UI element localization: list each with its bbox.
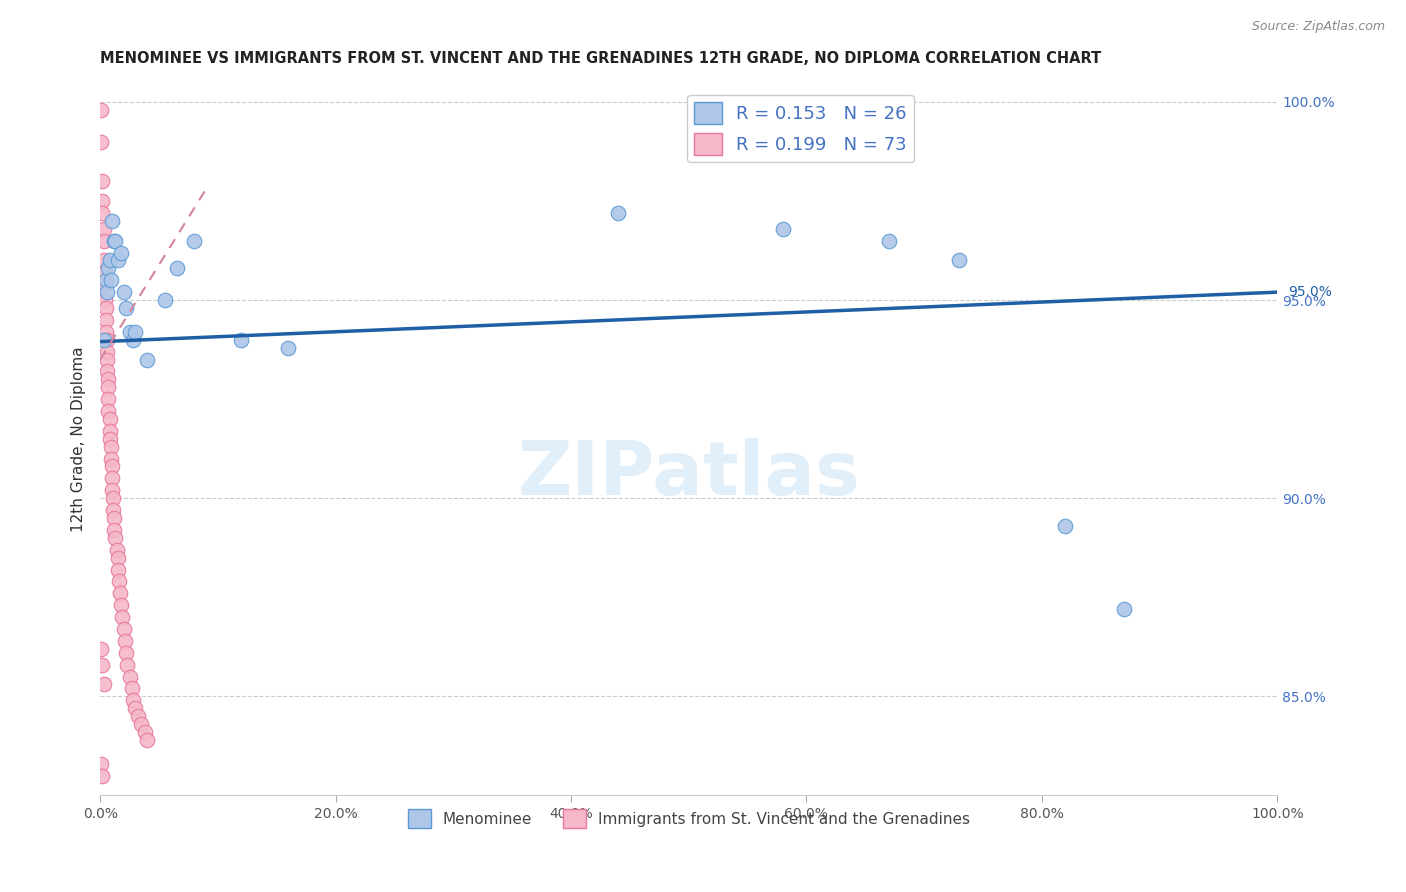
Point: [94, 293, 117, 307]
Point: [121, 681, 143, 696]
Point: [93, 234, 115, 248]
Point: [98, 432, 121, 446]
Point: [231, 333, 253, 347]
Point: [110, 245, 132, 260]
Point: [122, 693, 145, 707]
Point: [94, 277, 117, 292]
Point: [96, 285, 118, 300]
Point: [101, 503, 124, 517]
Text: ZIPatlas: ZIPatlas: [517, 438, 860, 511]
Point: [772, 221, 794, 235]
Point: [90, 756, 112, 771]
Point: [103, 523, 125, 537]
Point: [93, 677, 115, 691]
Text: MENOMINEE VS IMMIGRANTS FROM ST. VINCENT AND THE GRENADINES 12TH GRADE, NO DIPLO: MENOMINEE VS IMMIGRANTS FROM ST. VINCENT…: [100, 51, 1101, 66]
Point: [877, 234, 900, 248]
Point: [91, 194, 114, 208]
Point: [153, 293, 176, 307]
Point: [94, 301, 117, 315]
Point: [136, 733, 159, 747]
Point: [115, 646, 138, 660]
Point: [277, 341, 299, 355]
Point: [101, 471, 124, 485]
Point: [112, 285, 135, 300]
Point: [1114, 602, 1136, 616]
Point: [101, 214, 124, 228]
Point: [115, 657, 138, 672]
Point: [103, 234, 125, 248]
Point: [107, 253, 129, 268]
Point: [96, 364, 118, 378]
Point: [101, 483, 124, 498]
Point: [134, 725, 156, 739]
Point: [1054, 519, 1077, 533]
Point: [93, 253, 115, 268]
Point: [948, 253, 970, 268]
Point: [136, 352, 159, 367]
Point: [124, 701, 146, 715]
Point: [104, 234, 127, 248]
Point: [110, 598, 132, 612]
Point: [114, 633, 136, 648]
Point: [100, 451, 122, 466]
Point: [183, 234, 205, 248]
Point: [122, 333, 145, 347]
Point: [97, 261, 120, 276]
Point: [103, 511, 125, 525]
Point: [107, 550, 129, 565]
Point: [93, 333, 115, 347]
Point: [105, 542, 128, 557]
Point: [115, 301, 138, 315]
Point: [94, 325, 117, 339]
Point: [98, 424, 121, 438]
Point: [93, 221, 115, 235]
Point: [96, 333, 118, 347]
Point: [118, 325, 141, 339]
Point: [91, 206, 114, 220]
Legend: Menominee, Immigrants from St. Vincent and the Grenadines: Menominee, Immigrants from St. Vincent a…: [402, 804, 976, 834]
Point: [124, 325, 146, 339]
Point: [97, 404, 120, 418]
Point: [91, 657, 114, 672]
Point: [91, 768, 114, 782]
Text: Source: ZipAtlas.com: Source: ZipAtlas.com: [1251, 20, 1385, 33]
Point: [111, 610, 134, 624]
Y-axis label: 12th Grade, No Diploma: 12th Grade, No Diploma: [72, 346, 86, 532]
Point: [104, 531, 127, 545]
Point: [107, 562, 129, 576]
Point: [97, 392, 120, 406]
Point: [97, 380, 120, 394]
Point: [108, 586, 131, 600]
Point: [96, 344, 118, 359]
Point: [131, 717, 153, 731]
Point: [90, 641, 112, 656]
Point: [98, 412, 121, 426]
Text: 95.0%: 95.0%: [1288, 285, 1333, 299]
Point: [127, 709, 149, 723]
Point: [100, 440, 122, 454]
Point: [90, 135, 112, 149]
Point: [166, 261, 188, 276]
Point: [94, 313, 117, 327]
Point: [98, 253, 121, 268]
Point: [94, 273, 117, 287]
Point: [100, 273, 122, 287]
Point: [108, 574, 131, 589]
Point: [101, 459, 124, 474]
Point: [97, 372, 120, 386]
Point: [118, 669, 141, 683]
Point: [607, 206, 630, 220]
Point: [94, 265, 117, 279]
Point: [96, 352, 118, 367]
Point: [90, 103, 112, 117]
Point: [112, 622, 135, 636]
Point: [91, 174, 114, 188]
Point: [101, 491, 124, 506]
